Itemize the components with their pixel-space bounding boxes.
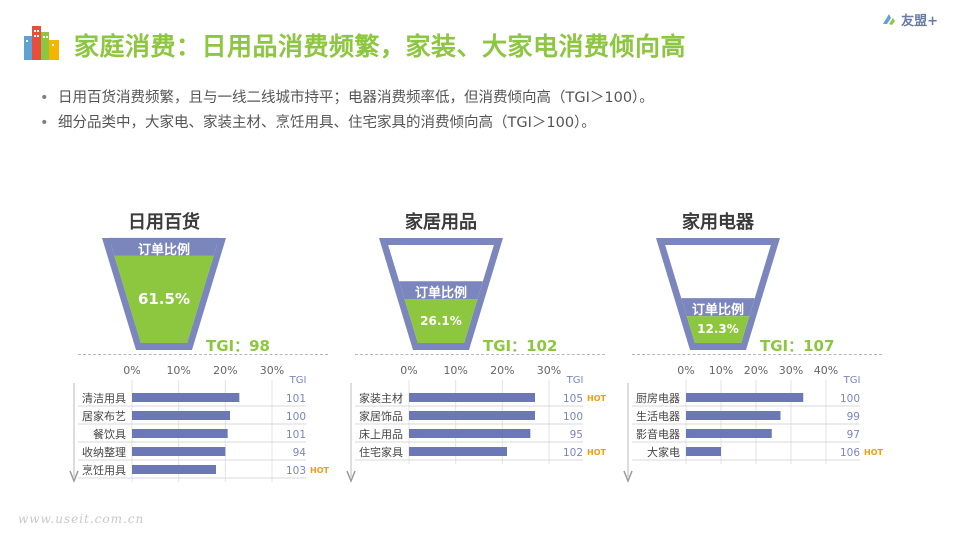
funnel-chart: 0% 10% 20% 30% 40% TGI 厨房电器 100 生活电器 99 影音电器 97 大家电 1… [623, 238, 883, 484]
tgi-value: 95 [570, 429, 583, 441]
x-tick-label: 10% [443, 364, 467, 377]
tgi-header: TGI [289, 375, 307, 386]
category-tgi: TGI：102 [483, 337, 558, 355]
bar [409, 393, 535, 402]
watermark: www.useit.com.cn [18, 512, 145, 526]
category-tgi: TGI：107 [760, 337, 835, 355]
tgi-header: TGI [843, 375, 861, 386]
bar [132, 465, 216, 474]
tgi-header: TGI [566, 375, 584, 386]
tgi-value: 101 [286, 429, 306, 441]
x-tick-label: 40% [814, 364, 838, 377]
bar [686, 393, 804, 402]
order-share-label: 订单比例 [691, 303, 744, 319]
divider-line [355, 354, 605, 355]
bar [409, 447, 507, 456]
tgi-value: 100 [286, 411, 306, 423]
x-tick-label: 20% [490, 364, 514, 377]
bar-category-label: 影音电器 [636, 427, 680, 441]
tgi-value: 99 [847, 411, 860, 423]
order-share-value: 26.1% [420, 313, 462, 328]
bar-category-label: 大家电 [647, 445, 680, 459]
divider-line [632, 354, 882, 355]
bar-category-label: 收纳整理 [82, 445, 126, 459]
hot-badge: HOT [310, 466, 329, 475]
order-share-label: 订单比例 [414, 286, 467, 302]
order-share-value: 61.5% [137, 290, 191, 309]
category-title: 家居用品 [405, 212, 477, 233]
hot-badge: HOT [587, 448, 606, 457]
bar [132, 447, 226, 456]
bar-category-label: 家居饰品 [359, 409, 403, 423]
tgi-value: 106 [840, 447, 860, 459]
tgi-value: 94 [293, 447, 307, 459]
category-title: 家用电器 [682, 212, 754, 233]
bar [409, 429, 531, 438]
funnel-label-band [399, 281, 483, 300]
x-tick-label: 10% [166, 364, 190, 377]
funnel-fill [686, 316, 750, 343]
bar [686, 447, 721, 456]
city-buildings-icon [24, 26, 59, 60]
funnel-label-band [108, 237, 220, 256]
x-tick-label: 30% [260, 364, 284, 377]
x-tick-label: 10% [709, 364, 733, 377]
divider-line [78, 354, 328, 355]
bar [132, 429, 228, 438]
tgi-value: 100 [840, 393, 860, 405]
bar-category-label: 住宅家具 [359, 445, 403, 459]
bar-category-label: 餐饮具 [93, 427, 126, 441]
bullet-item: 细分品类中，大家电、家装主材、烹饪用具、住宅家具的消费倾向高（TGI＞100）。 [40, 111, 654, 136]
bullet-item: 日用百货消费频繁，且与一线二线城市持平；电器消费频率低，但消费倾向高（TGI＞1… [40, 86, 654, 111]
tgi-value: 100 [563, 411, 583, 423]
funnel-chart: 0% 10% 20% 30% TGI 清洁用具 101 居家布艺 100 餐饮具 101 收纳整理 94… [69, 237, 329, 484]
category-title: 日用百货 [128, 212, 200, 233]
category-panel-appliances: 家用电器 0% 10% 20% 30% 40% TGI 厨房电器 100 生活电器 99 影音电器 97… [623, 205, 908, 495]
funnel-label-band [681, 298, 755, 317]
bar-category-label: 厨房电器 [636, 392, 680, 405]
axis-arrow-icon [346, 470, 356, 484]
bullet-list: 日用百货消费频繁，且与一线二线城市持平；电器消费频率低，但消费倾向高（TGI＞1… [40, 86, 654, 136]
bar-category-label: 床上用品 [359, 427, 403, 441]
category-tgi: TGI：98 [206, 337, 270, 355]
tgi-value: 103 [286, 465, 306, 477]
bar-category-label: 生活电器 [636, 409, 680, 423]
funnel-fill [114, 255, 214, 343]
bar-category-label: 家装主材 [359, 391, 403, 405]
order-share-label: 订单比例 [137, 242, 190, 258]
bar [686, 411, 781, 420]
category-panel-home-goods: 家居用品 0% 10% 20% 30% TGI 家装主材 105 HOT 家居饰品 100 床上用品 9… [346, 205, 631, 495]
bar [132, 411, 230, 420]
x-tick-label: 30% [779, 364, 803, 377]
hot-badge: HOT [864, 448, 883, 457]
bar [686, 429, 772, 438]
x-tick-label: 0% [123, 364, 140, 377]
tgi-value: 101 [286, 393, 306, 405]
x-tick-label: 0% [677, 364, 694, 377]
umeng-logo-icon [883, 13, 896, 25]
tgi-value: 105 [563, 393, 583, 405]
x-tick-label: 20% [744, 364, 768, 377]
axis-arrow-icon [623, 470, 633, 484]
hot-badge: HOT [587, 394, 606, 403]
bar-category-label: 清洁用具 [82, 392, 126, 405]
order-share-value: 12.3% [697, 322, 739, 337]
brand-logo: 友盟+ [881, 10, 938, 29]
x-tick-label: 0% [400, 364, 417, 377]
page-title: 家庭消费：日用品消费频繁，家装、大家电消费倾向高 [74, 32, 687, 61]
brand-name: 友盟+ [901, 14, 938, 29]
bar [132, 393, 240, 402]
funnel-fill [404, 299, 478, 343]
tgi-value: 97 [847, 429, 860, 441]
bar-category-label: 烹饪用具 [82, 463, 126, 477]
x-tick-label: 20% [213, 364, 237, 377]
tgi-value: 102 [563, 447, 583, 459]
x-tick-label: 30% [537, 364, 561, 377]
bar-category-label: 居家布艺 [82, 409, 126, 423]
funnel-chart: 0% 10% 20% 30% TGI 家装主材 105 HOT 家居饰品 100 床上用品 95 住宅家… [346, 238, 606, 484]
bar [409, 411, 535, 420]
category-panel-daily-goods: 日用百货 0% 10% 20% 30% TGI 清洁用具 101 居家布艺 100 餐饮具 101 收纳… [69, 205, 354, 495]
axis-arrow-icon [69, 470, 79, 484]
